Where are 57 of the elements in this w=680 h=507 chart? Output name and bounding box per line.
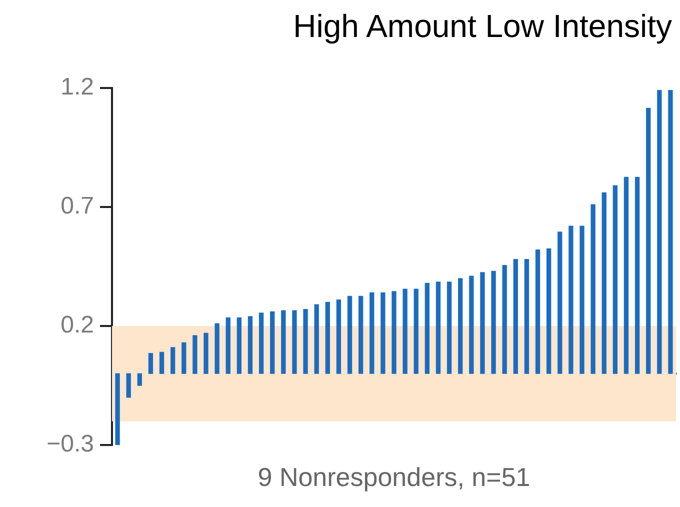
bar: [137, 373, 142, 386]
bar: [580, 226, 584, 374]
bar: [303, 309, 308, 374]
bar: [491, 270, 496, 374]
bar: [480, 272, 485, 374]
bar: [358, 296, 364, 374]
bar: [204, 332, 208, 374]
x-axis-title: 9 Nonresponders, n=51: [256, 462, 532, 493]
bar: [612, 185, 618, 374]
bar: [568, 226, 574, 374]
bar: [214, 323, 220, 374]
bar: [535, 250, 540, 374]
y-tick-label: 0.2: [60, 312, 94, 339]
bar: [624, 176, 629, 374]
bar: [558, 232, 562, 374]
bar: [414, 288, 418, 374]
bar: [325, 302, 330, 374]
bar: [502, 264, 507, 374]
bar: [314, 304, 319, 374]
bar: [602, 192, 606, 374]
bar: [192, 335, 198, 374]
bar: [446, 282, 452, 374]
bar: [248, 316, 253, 374]
bar: [258, 312, 264, 374]
bar: [546, 248, 552, 374]
bar: [115, 373, 120, 445]
bar: [634, 176, 640, 374]
bar: [436, 282, 441, 374]
bar: [380, 292, 386, 374]
bar: [646, 108, 651, 374]
bar: [347, 296, 352, 374]
y-tick-label: −0.3: [46, 430, 94, 458]
bar: [392, 291, 396, 374]
bar: [424, 282, 430, 374]
bar: [524, 259, 530, 374]
bar: [226, 317, 230, 374]
bar: [281, 310, 286, 374]
y-tick-label: 0.7: [60, 192, 94, 220]
bar: [159, 352, 164, 374]
bar: [148, 353, 154, 374]
bar: [513, 259, 518, 374]
bar: [469, 276, 474, 374]
bar: [370, 292, 374, 374]
bar: [458, 278, 463, 374]
bar: [402, 288, 408, 374]
bar: [236, 317, 242, 374]
y-tick-label: 1.2: [60, 74, 94, 101]
bar: [668, 90, 673, 374]
bar: [336, 299, 342, 374]
chart-title: High Amount Low Intensity: [293, 8, 672, 45]
bar: [126, 373, 131, 398]
bar: [270, 311, 275, 374]
bar: [657, 90, 662, 374]
bar: [182, 342, 186, 374]
bar: [292, 310, 297, 374]
bar: [170, 347, 176, 374]
bar: [590, 204, 596, 374]
